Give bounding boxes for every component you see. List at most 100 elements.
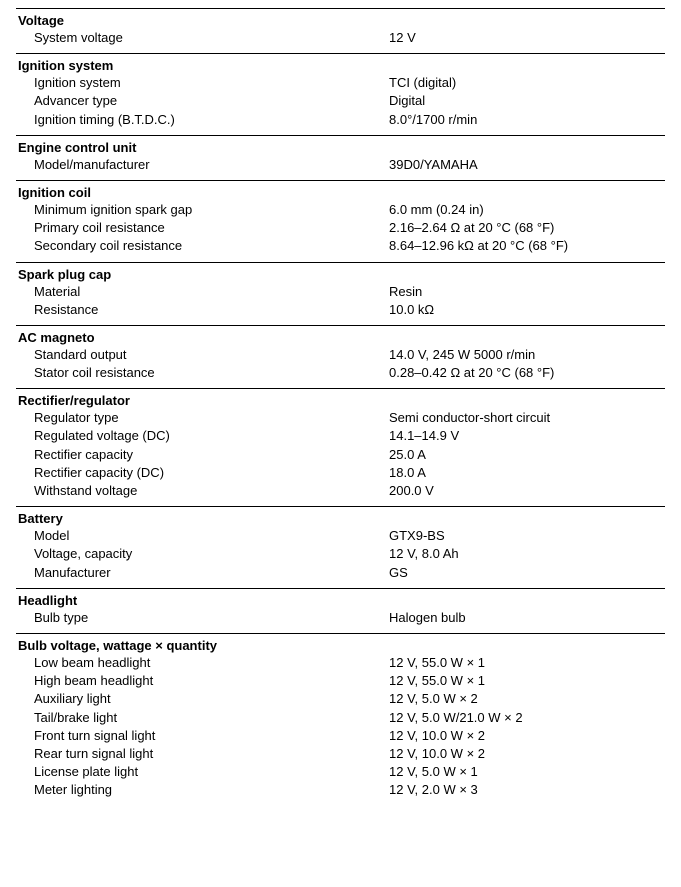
spec-table: VoltageSystem voltage12 VIgnition system… <box>0 0 681 825</box>
spec-row: Front turn signal light12 V, 10.0 W × 2 <box>16 727 665 745</box>
spec-row: Standard output14.0 V, 245 W 5000 r/min <box>16 346 665 364</box>
spec-row: Tail/brake light12 V, 5.0 W/21.0 W × 2 <box>16 709 665 727</box>
spec-row: Minimum ignition spark gap6.0 mm (0.24 i… <box>16 201 665 219</box>
spec-value: 12 V, 10.0 W × 2 <box>389 727 665 745</box>
spec-row: Ignition systemTCI (digital) <box>16 74 665 92</box>
spec-value: 200.0 V <box>389 482 665 500</box>
spec-label: Front turn signal light <box>16 727 389 745</box>
spec-value: 12 V, 5.0 W/21.0 W × 2 <box>389 709 665 727</box>
spec-row: Resistance10.0 kΩ <box>16 301 665 319</box>
spec-value: 0.28–0.42 Ω at 20 °C (68 °F) <box>389 364 665 382</box>
spec-row: Rear turn signal light12 V, 10.0 W × 2 <box>16 745 665 763</box>
section-header: Engine control unit <box>16 140 665 155</box>
spec-value: 12 V, 5.0 W × 2 <box>389 690 665 708</box>
spec-value: 12 V, 55.0 W × 1 <box>389 654 665 672</box>
spec-value: 14.1–14.9 V <box>389 427 665 445</box>
section-header: Spark plug cap <box>16 267 665 282</box>
spec-label: Regulated voltage (DC) <box>16 427 389 445</box>
spec-section: HeadlightBulb typeHalogen bulb <box>16 588 665 633</box>
spec-label: Rectifier capacity <box>16 446 389 464</box>
spec-value: 8.64–12.96 kΩ at 20 °C (68 °F) <box>389 237 665 255</box>
spec-value: 12 V, 10.0 W × 2 <box>389 745 665 763</box>
spec-label: Regulator type <box>16 409 389 427</box>
spec-row: License plate light12 V, 5.0 W × 1 <box>16 763 665 781</box>
spec-value: 25.0 A <box>389 446 665 464</box>
spec-value: TCI (digital) <box>389 74 665 92</box>
spec-label: Model/manufacturer <box>16 156 389 174</box>
spec-label: License plate light <box>16 763 389 781</box>
spec-label: Tail/brake light <box>16 709 389 727</box>
spec-label: Secondary coil resistance <box>16 237 389 255</box>
spec-label: Minimum ignition spark gap <box>16 201 389 219</box>
spec-label: Low beam headlight <box>16 654 389 672</box>
spec-row: Rectifier capacity (DC)18.0 A <box>16 464 665 482</box>
spec-value: 18.0 A <box>389 464 665 482</box>
section-header: Voltage <box>16 13 665 28</box>
spec-label: Standard output <box>16 346 389 364</box>
spec-row: Stator coil resistance0.28–0.42 Ω at 20 … <box>16 364 665 382</box>
spec-row: MaterialResin <box>16 283 665 301</box>
spec-label: Rear turn signal light <box>16 745 389 763</box>
spec-row: Secondary coil resistance8.64–12.96 kΩ a… <box>16 237 665 255</box>
spec-value: Semi conductor-short circuit <box>389 409 665 427</box>
spec-value: 12 V, 2.0 W × 3 <box>389 781 665 799</box>
spec-section: BatteryModelGTX9-BSVoltage, capacity12 V… <box>16 506 665 588</box>
spec-value: GTX9-BS <box>389 527 665 545</box>
spec-label: Bulb type <box>16 609 389 627</box>
spec-label: Model <box>16 527 389 545</box>
spec-label: Resistance <box>16 301 389 319</box>
spec-row: High beam headlight12 V, 55.0 W × 1 <box>16 672 665 690</box>
spec-label: Voltage, capacity <box>16 545 389 563</box>
spec-label: Rectifier capacity (DC) <box>16 464 389 482</box>
spec-value: 14.0 V, 245 W 5000 r/min <box>389 346 665 364</box>
section-header: Bulb voltage, wattage × quantity <box>16 638 665 653</box>
section-header: AC magneto <box>16 330 665 345</box>
spec-label: Withstand voltage <box>16 482 389 500</box>
spec-row: ModelGTX9-BS <box>16 527 665 545</box>
spec-section: Bulb voltage, wattage × quantityLow beam… <box>16 633 665 806</box>
spec-row: Model/manufacturer39D0/YAMAHA <box>16 156 665 174</box>
spec-label: Auxiliary light <box>16 690 389 708</box>
spec-value: Digital <box>389 92 665 110</box>
spec-row: Rectifier capacity25.0 A <box>16 446 665 464</box>
section-header: Headlight <box>16 593 665 608</box>
spec-value: 6.0 mm (0.24 in) <box>389 201 665 219</box>
spec-value: 39D0/YAMAHA <box>389 156 665 174</box>
section-header: Battery <box>16 511 665 526</box>
spec-value: Resin <box>389 283 665 301</box>
spec-section: AC magnetoStandard output14.0 V, 245 W 5… <box>16 325 665 388</box>
spec-label: System voltage <box>16 29 389 47</box>
spec-row: Primary coil resistance2.16–2.64 Ω at 20… <box>16 219 665 237</box>
spec-row: Regulated voltage (DC)14.1–14.9 V <box>16 427 665 445</box>
spec-section: Spark plug capMaterialResinResistance10.… <box>16 262 665 325</box>
spec-label: Stator coil resistance <box>16 364 389 382</box>
spec-row: ManufacturerGS <box>16 564 665 582</box>
spec-row: Regulator typeSemi conductor-short circu… <box>16 409 665 427</box>
spec-label: Primary coil resistance <box>16 219 389 237</box>
spec-value: 12 V, 55.0 W × 1 <box>389 672 665 690</box>
spec-row: Advancer typeDigital <box>16 92 665 110</box>
spec-section: VoltageSystem voltage12 V <box>16 8 665 53</box>
spec-row: Low beam headlight12 V, 55.0 W × 1 <box>16 654 665 672</box>
spec-section: Engine control unitModel/manufacturer39D… <box>16 135 665 180</box>
spec-row: Ignition timing (B.T.D.C.)8.0°/1700 r/mi… <box>16 111 665 129</box>
spec-value: 12 V, 5.0 W × 1 <box>389 763 665 781</box>
spec-value: 8.0°/1700 r/min <box>389 111 665 129</box>
spec-row: System voltage12 V <box>16 29 665 47</box>
spec-label: High beam headlight <box>16 672 389 690</box>
spec-row: Withstand voltage200.0 V <box>16 482 665 500</box>
spec-section: Ignition systemIgnition systemTCI (digit… <box>16 53 665 135</box>
spec-label: Material <box>16 283 389 301</box>
spec-value: 10.0 kΩ <box>389 301 665 319</box>
spec-label: Ignition system <box>16 74 389 92</box>
spec-section: Ignition coilMinimum ignition spark gap6… <box>16 180 665 262</box>
spec-row: Meter lighting12 V, 2.0 W × 3 <box>16 781 665 799</box>
spec-section: Rectifier/regulatorRegulator typeSemi co… <box>16 388 665 506</box>
spec-value: Halogen bulb <box>389 609 665 627</box>
section-header: Rectifier/regulator <box>16 393 665 408</box>
spec-value: 12 V, 8.0 Ah <box>389 545 665 563</box>
spec-label: Ignition timing (B.T.D.C.) <box>16 111 389 129</box>
spec-label: Manufacturer <box>16 564 389 582</box>
spec-row: Auxiliary light12 V, 5.0 W × 2 <box>16 690 665 708</box>
section-header: Ignition coil <box>16 185 665 200</box>
